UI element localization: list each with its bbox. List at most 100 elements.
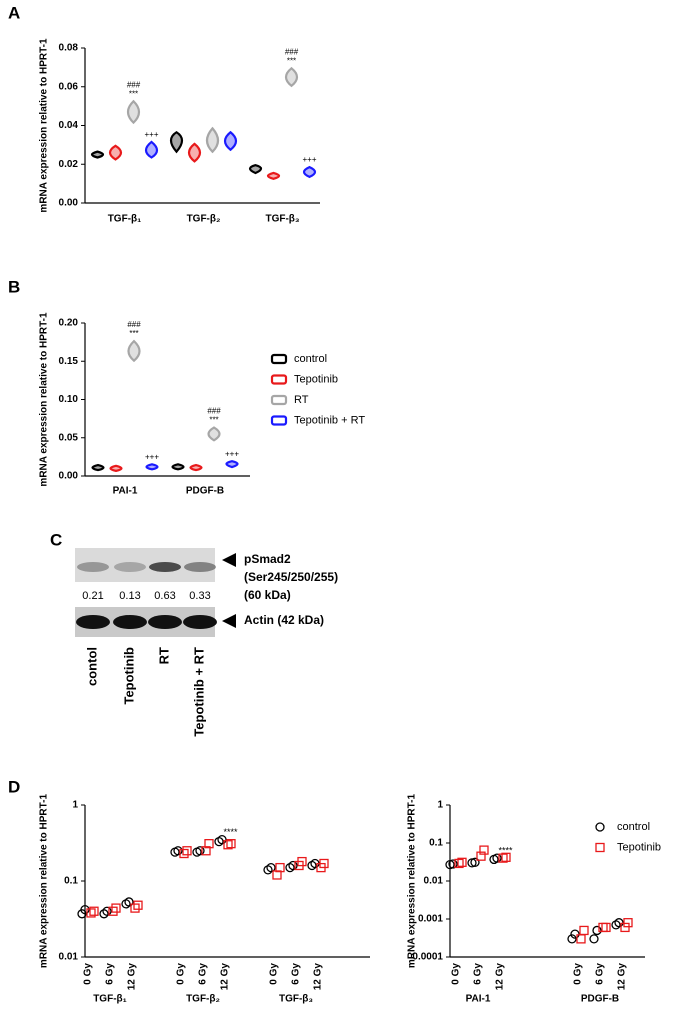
legend-label: RT <box>294 394 309 406</box>
legend-label: control <box>617 821 650 833</box>
x-tick-label: 12 Gy <box>617 963 628 991</box>
point <box>611 920 621 930</box>
significance-label: +++ <box>145 452 159 461</box>
point <box>111 903 121 913</box>
quantification: 0.13 <box>119 590 140 602</box>
significance-label: **** <box>223 827 238 837</box>
x-tick-label: TGF-β₂ <box>187 214 221 225</box>
blot-band <box>76 615 110 629</box>
violin <box>108 144 123 161</box>
lane-label: contol <box>84 647 99 686</box>
point <box>492 853 502 863</box>
group-label: TGF-β₃ <box>279 994 313 1005</box>
y-tick-label: 0.10 <box>59 394 79 405</box>
x-tick-label: TGF-β₁ <box>108 214 142 225</box>
violin <box>189 463 203 472</box>
x-tick-label: 0 Gy <box>573 963 584 985</box>
panel-label: B <box>8 277 20 296</box>
x-tick-label: 0 Gy <box>83 963 94 985</box>
x-tick-label: 6 Gy <box>198 963 209 985</box>
band-label: pSmad2 <box>244 552 291 566</box>
violin <box>284 66 299 88</box>
point <box>457 857 467 867</box>
y-tick-label: 0.00 <box>59 198 79 209</box>
legend-swatch <box>270 353 288 365</box>
violin <box>225 460 239 469</box>
significance-label: ### <box>285 47 299 56</box>
x-tick-label: 6 Gy <box>473 963 484 985</box>
quantification: 0.33 <box>189 590 210 602</box>
y-axis-label: mRNA expression relative to HPRT-1 <box>39 312 50 487</box>
violin <box>207 426 221 442</box>
x-tick-label: PDGF-B <box>186 486 224 497</box>
point <box>592 925 602 936</box>
point <box>195 846 205 856</box>
y-tick-label: 0.02 <box>59 159 79 170</box>
group-label: PDGF-B <box>581 994 619 1005</box>
blot-band <box>113 615 147 629</box>
panel-label: C <box>50 530 62 549</box>
point <box>297 856 307 867</box>
legend-swatch <box>270 374 288 385</box>
point <box>448 859 458 869</box>
legend-swatch <box>270 415 288 426</box>
x-tick-label: 12 Gy <box>220 963 231 991</box>
violin <box>91 463 105 472</box>
y-tick-label: 0.08 <box>59 43 79 54</box>
point <box>476 851 486 861</box>
significance-label: ### <box>207 407 221 416</box>
legend-label: Tepotinib <box>617 841 661 853</box>
significance-label: ### <box>127 320 141 329</box>
x-tick-label: 6 Gy <box>595 963 606 985</box>
point <box>182 846 192 856</box>
significance-label: +++ <box>225 449 239 458</box>
band-label: Actin (42 kDa) <box>244 613 324 627</box>
group-label: TGF-β₂ <box>186 994 220 1005</box>
x-tick-label: 6 Gy <box>291 963 302 985</box>
panel-label: D <box>8 777 20 796</box>
quantification: 0.21 <box>82 590 103 602</box>
point <box>454 858 464 869</box>
y-tick-label: 0.15 <box>59 356 79 367</box>
x-tick-label: 12 Gy <box>313 963 324 991</box>
group-label: TGF-β₁ <box>93 994 127 1005</box>
violin <box>109 464 123 473</box>
point <box>570 929 580 939</box>
point <box>623 918 633 928</box>
lane-label: Tepotinib <box>121 647 136 705</box>
significance-label: *** <box>129 89 138 98</box>
quantification: 0.63 <box>154 590 175 602</box>
point <box>80 904 90 915</box>
arrow <box>222 614 236 628</box>
violin <box>127 339 141 363</box>
point <box>130 903 140 913</box>
violin <box>171 463 185 471</box>
point <box>102 906 112 916</box>
violin <box>248 164 263 175</box>
significance-label: ### <box>127 80 141 89</box>
legend-swatch <box>270 394 288 406</box>
band-label: (60 kDa) <box>244 588 291 602</box>
y-tick-label: 0.01 <box>424 876 444 887</box>
y-tick-label: 0.05 <box>59 432 79 443</box>
point <box>99 909 109 919</box>
significance-label: +++ <box>302 155 316 164</box>
y-tick-label: 0.00 <box>59 471 79 482</box>
blot-band <box>149 562 181 572</box>
x-tick-label: PAI-1 <box>113 486 138 497</box>
violin <box>169 130 184 154</box>
point <box>579 925 589 936</box>
x-tick-label: 0 Gy <box>176 963 187 985</box>
x-tick-label: 0 Gy <box>451 963 462 985</box>
violin <box>144 140 159 159</box>
y-tick-label: 0.20 <box>59 318 79 329</box>
legend-swatch <box>595 822 605 832</box>
y-tick-label: 0.0001 <box>412 952 443 963</box>
point <box>217 835 227 845</box>
x-tick-label: 12 Gy <box>495 963 506 991</box>
significance-label: *** <box>287 56 296 65</box>
blot-image <box>75 548 215 582</box>
legend-label: Tepotinib + RT <box>294 414 365 426</box>
violin <box>187 142 202 163</box>
x-tick-label: 0 Gy <box>269 963 280 985</box>
